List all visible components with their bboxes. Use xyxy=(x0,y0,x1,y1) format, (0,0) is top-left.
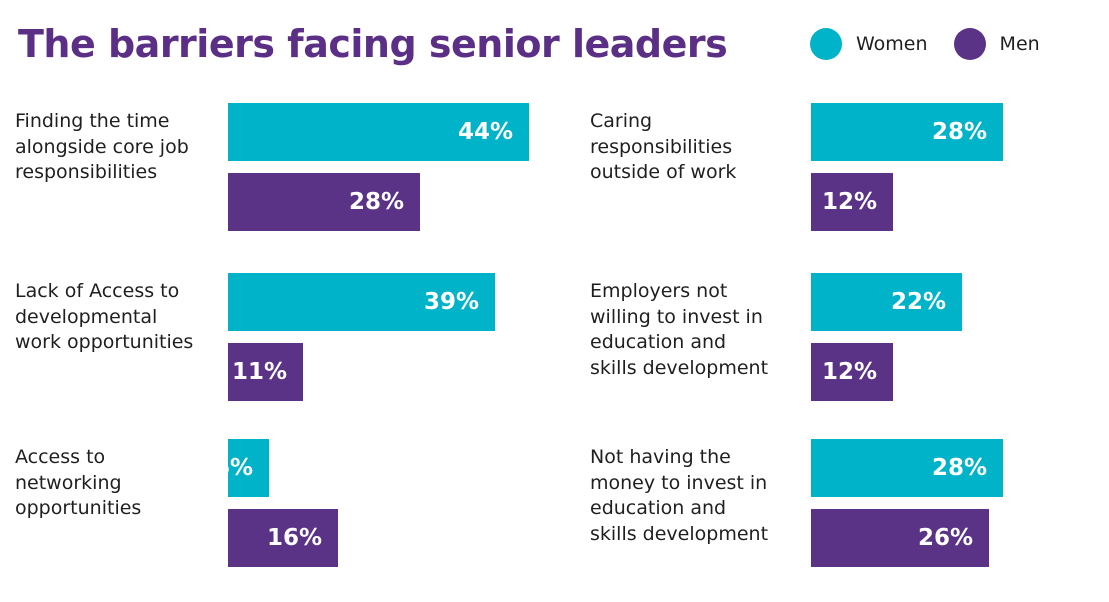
data-label-women: 6% xyxy=(213,455,253,481)
bar-men: 12% xyxy=(811,173,893,231)
data-label-men: 16% xyxy=(266,525,322,551)
category-label: Caring responsibilities outside of work xyxy=(590,110,737,183)
legend-swatch-men xyxy=(953,28,986,60)
data-label-men: 28% xyxy=(348,189,404,215)
data-label-men: 11% xyxy=(231,359,287,385)
legend-label-men: Men xyxy=(999,33,1040,55)
legend-swatch-women xyxy=(810,28,842,60)
bar-women: 39% xyxy=(228,273,495,331)
category-label: Finding the time alongside core job resp… xyxy=(15,110,189,183)
category-label: Access to networking opportunities xyxy=(15,446,142,519)
data-label-women: 39% xyxy=(423,289,479,315)
data-label-men: 12% xyxy=(821,359,877,385)
bar-women: 44% xyxy=(228,103,529,161)
legend: Women Men xyxy=(810,28,1066,60)
data-label-women: 44% xyxy=(457,119,513,145)
legend-label-women: Women xyxy=(856,33,928,55)
category-label: Employers not willing to invest in educa… xyxy=(590,280,769,379)
bar-women: 22% xyxy=(811,273,962,331)
data-label-women: 28% xyxy=(931,119,987,145)
bar-men: 11% xyxy=(228,343,303,401)
chart-title: The barriers facing senior leaders xyxy=(18,22,728,66)
legend-item-men: Men xyxy=(953,28,1040,60)
bar-men: 12% xyxy=(811,343,893,401)
data-label-women: 28% xyxy=(931,455,987,481)
data-label-men: 26% xyxy=(917,525,973,551)
bar-women: 6% xyxy=(214,439,269,497)
bar-women: 28% xyxy=(811,439,1003,497)
bar-men: 16% xyxy=(228,509,338,567)
bar-men: 26% xyxy=(811,509,989,567)
bar-women: 28% xyxy=(811,103,1003,161)
category-label: Lack of Access to developmental work opp… xyxy=(15,280,194,353)
data-label-women: 22% xyxy=(890,289,946,315)
legend-item-women: Women xyxy=(810,28,928,60)
category-label: Not having the money to invest in educat… xyxy=(590,446,769,545)
data-label-men: 12% xyxy=(821,189,877,215)
bar-men: 28% xyxy=(228,173,420,231)
